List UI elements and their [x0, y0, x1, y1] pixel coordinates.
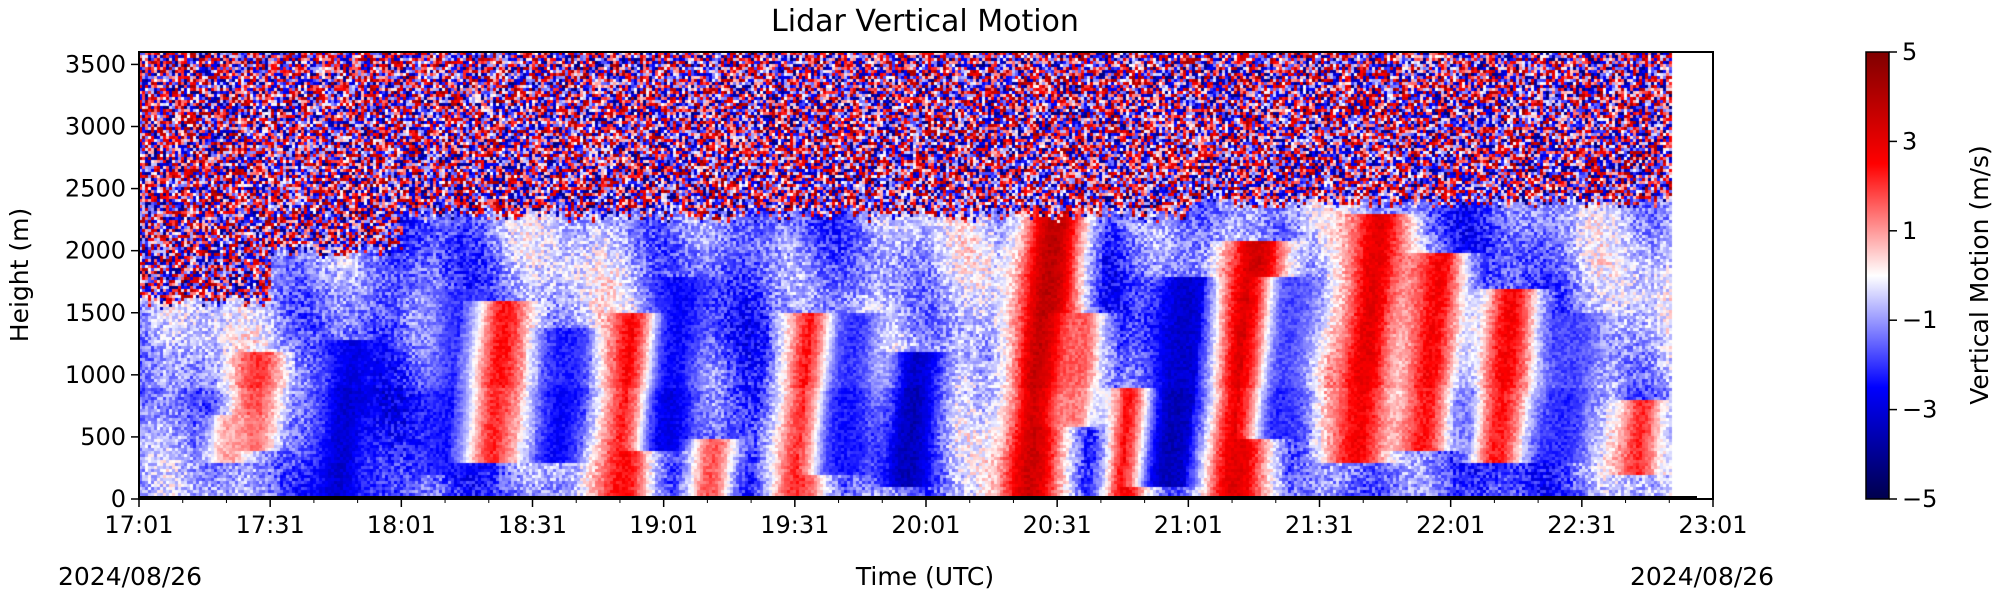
- x-tick-label: 20:01: [891, 511, 960, 539]
- x-tick-label: 17:31: [236, 511, 305, 539]
- x-tick-label: 19:31: [760, 511, 829, 539]
- x-tick-label: 20:31: [1023, 511, 1092, 539]
- colorbar-gradient: [1865, 51, 1890, 500]
- y-tick-label: 3500: [65, 50, 126, 78]
- colorbar-label: Vertical Motion (m/s): [1965, 145, 1994, 405]
- y-tick-label: 0: [111, 485, 126, 513]
- colorbar-tick-label: −1: [1902, 306, 1937, 334]
- colorbar: 5 3 1 −1 −3 −5 Vertical Motion (m/s): [1865, 38, 1994, 513]
- x-tick-label: 17:01: [104, 511, 173, 539]
- heatmap-plot: [138, 51, 1714, 500]
- x-tick-label: 19:01: [629, 511, 698, 539]
- y-tick-label: 500: [80, 423, 126, 451]
- y-tick-label: 1000: [65, 361, 126, 389]
- x-tick-label: 23:01: [1678, 511, 1747, 539]
- colorbar-tick-label: 1: [1902, 217, 1917, 245]
- x-tick-label: 22:31: [1547, 511, 1616, 539]
- y-tick-label: 3000: [65, 113, 126, 141]
- y-axis: 0 500 1000 1500 2000 2500 3000 3500: [65, 50, 139, 513]
- colorbar-tick-label: −5: [1902, 485, 1937, 513]
- x-tick-label: 22:01: [1416, 511, 1485, 539]
- colorbar-ticks: 5 3 1 −1 −3 −5: [1889, 38, 1937, 513]
- x-axis-label: Time (UTC): [855, 562, 994, 591]
- y-tick-label: 2000: [65, 237, 126, 265]
- x-tick-label: 21:31: [1285, 511, 1354, 539]
- x-end-date: 2024/08/26: [1630, 562, 1774, 591]
- x-tick-label: 18:01: [367, 511, 436, 539]
- colorbar-tick-label: 3: [1902, 127, 1917, 155]
- x-tick-label: 18:31: [498, 511, 567, 539]
- colorbar-tick-label: −3: [1902, 396, 1937, 424]
- colorbar-tick-label: 5: [1902, 38, 1917, 66]
- x-start-date: 2024/08/26: [58, 562, 202, 591]
- vertical-motion-heatmap: [139, 52, 1713, 499]
- x-axis: 17:01 17:31 18:01 18:31 19:01 19:31 20:01 20:31…: [104, 499, 1748, 539]
- y-tick-label: 1500: [65, 299, 126, 327]
- y-tick-label: 2500: [65, 175, 126, 203]
- y-axis-label: Height (m): [5, 208, 34, 342]
- x-tick-label: 21:01: [1154, 511, 1223, 539]
- chart-title: Lidar Vertical Motion: [771, 4, 1079, 39]
